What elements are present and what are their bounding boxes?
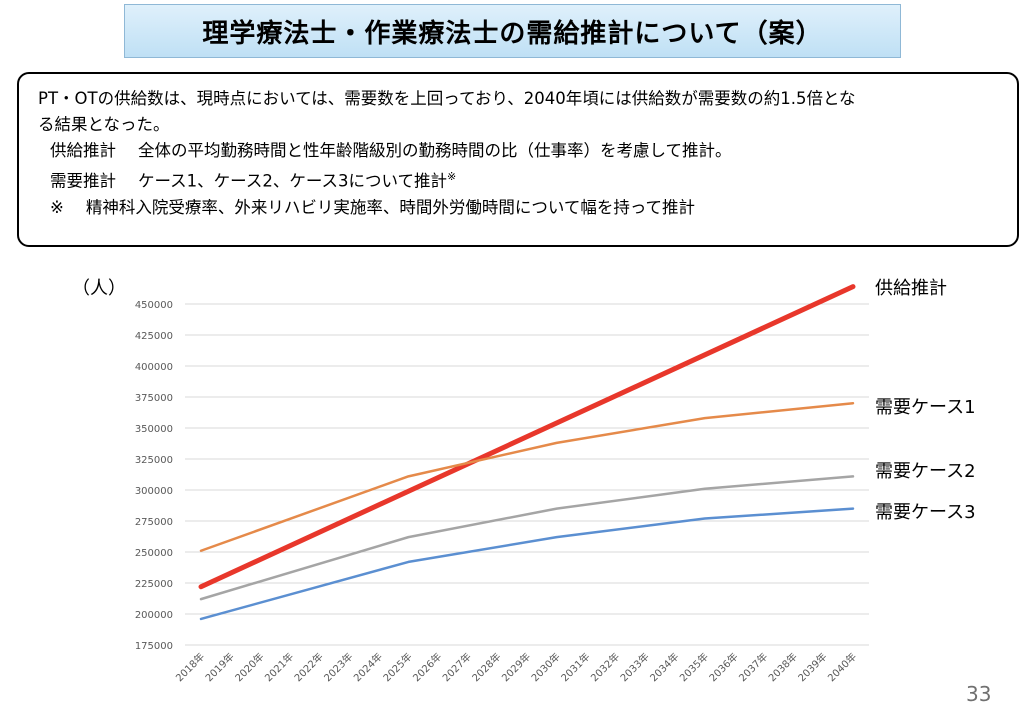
summary-line-1: PT・OTの供給数は、現時点においては、需要数を上回っており、2040年頃には供… [38, 89, 856, 108]
x-tick-label: 2021年 [262, 650, 296, 684]
y-tick-label: 325000 [135, 455, 173, 466]
y-tick-label: 425000 [135, 331, 173, 342]
x-tick-label: 2018年 [173, 650, 207, 684]
y-tick-label: 300000 [135, 486, 173, 497]
y-tick-label: 250000 [135, 548, 173, 559]
x-tick-label: 2035年 [677, 650, 711, 684]
x-tick-label: 2038年 [766, 650, 800, 684]
x-tick-label: 2019年 [202, 650, 236, 684]
y-tick-label: 175000 [135, 641, 173, 652]
footnote-mark: ※ [50, 197, 64, 217]
x-tick-label: 2040年 [825, 650, 859, 684]
y-axis-unit-label: （人） [72, 278, 126, 299]
title-banner: 理学療法士・作業療法士の需給推計について（案） [124, 4, 901, 58]
y-tick-label: 200000 [135, 610, 173, 621]
y-tick-label: 275000 [135, 517, 173, 528]
x-tick-label: 2033年 [617, 650, 651, 684]
line-chart: 175000 200000 225000 250000 275000 300000 3250… [72, 278, 976, 684]
series-label: 供給推計 [875, 278, 947, 299]
x-tick-label: 2037年 [736, 650, 770, 684]
page-title: 理学療法士・作業療法士の需給推計について（案） [202, 18, 823, 49]
y-tick-label: 375000 [135, 393, 173, 404]
supply-text: 全体の平均勤務時間と性年齢階級別の勤務時間の比（仕事率）を考慮して推計。 [138, 141, 732, 160]
demand-text: ケース1、ケース2、ケース3について推計 [138, 171, 448, 191]
x-tick-label: 2031年 [558, 650, 592, 684]
demand-label: 需要推計 [50, 171, 116, 191]
x-tick-label: 2028年 [469, 650, 503, 684]
y-tick-label: 450000 [135, 300, 173, 311]
footnote-text: 精神科入院受療率、外来リハビリ実施率、時間外労働時間について幅を持って推計 [85, 197, 696, 217]
x-tick-label: 2022年 [291, 650, 325, 684]
page-number: 33 [966, 682, 992, 706]
chart-area: 175000 200000 225000 250000 275000 300000 3250… [0, 260, 1024, 717]
series-label: 需要ケース3 [875, 502, 976, 523]
series-line [199, 507, 855, 621]
y-tick-label: 350000 [135, 424, 173, 435]
x-tick-label: 2034年 [647, 650, 681, 684]
series-line [199, 475, 855, 601]
footnote: ※ 精神科入院受療率、外来リハビリ実施率、時間外労働時間について幅を持って推計 [38, 195, 1003, 221]
series-line [199, 401, 855, 553]
y-tick-label: 225000 [135, 579, 173, 590]
summary-box: PT・OTの供給数は、現時点においては、需要数を上回っており、2040年頃には供… [17, 72, 1019, 247]
x-tick-label: 2025年 [380, 650, 414, 684]
x-tick-label: 2029年 [499, 650, 533, 684]
y-tick-label: 400000 [135, 362, 173, 373]
demand-note-mark: ※ [447, 170, 457, 183]
demand-note: 需要推計 ケース1、ケース2、ケース3について推計※ [38, 164, 1003, 195]
series-label: 需要ケース2 [875, 461, 976, 482]
x-tick-label: 2032年 [588, 650, 622, 684]
x-tick-label: 2027年 [440, 650, 474, 684]
x-tick-label: 2026年 [410, 650, 444, 684]
summary-line-2: る結果となった。 [38, 115, 170, 134]
series-line [198, 284, 856, 590]
series-label: 需要ケース1 [875, 397, 976, 418]
supply-note: 供給推計 全体の平均勤務時間と性年齢階級別の勤務時間の比（仕事率）を考慮して推計。 [38, 138, 1003, 164]
x-tick-label: 2023年 [321, 650, 355, 684]
x-tick-label: 2030年 [528, 650, 562, 684]
x-tick-label: 2020年 [232, 650, 266, 684]
x-tick-label: 2039年 [795, 650, 829, 684]
x-tick-label: 2036年 [706, 650, 740, 684]
supply-label: 供給推計 [50, 141, 116, 160]
x-tick-label: 2024年 [351, 650, 385, 684]
